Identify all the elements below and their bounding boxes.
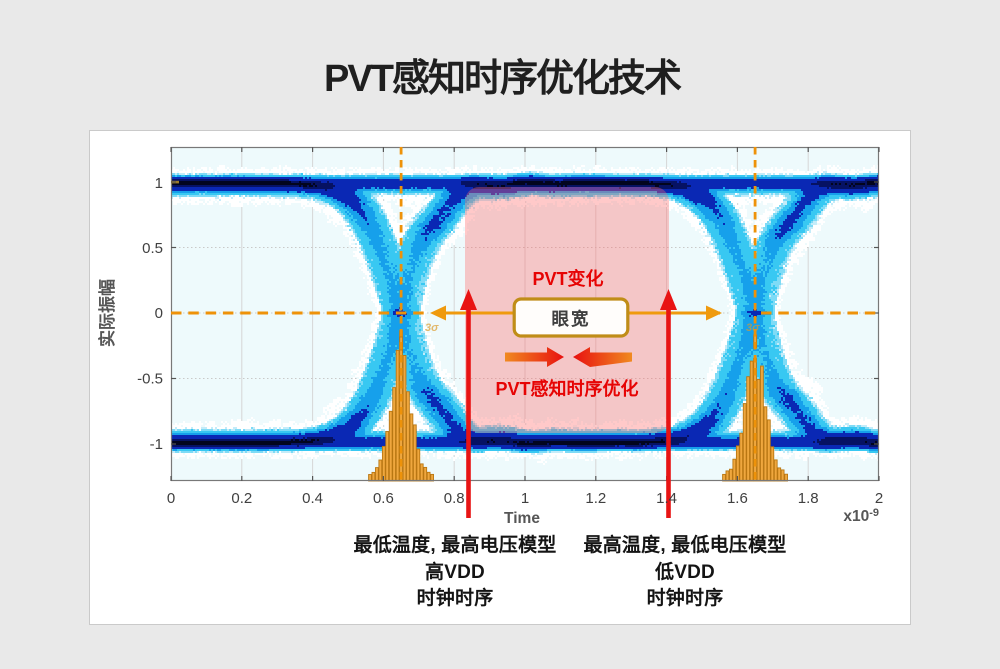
- svg-text:眼宽: 眼宽: [552, 309, 591, 329]
- svg-text:3σ: 3σ: [425, 322, 439, 334]
- svg-text:1: 1: [521, 490, 529, 507]
- svg-text:-0.5: -0.5: [137, 371, 163, 388]
- svg-text:0.8: 0.8: [444, 490, 465, 507]
- svg-text:0.6: 0.6: [373, 490, 394, 507]
- svg-text:最高温度, 最低电压模型: 最高温度, 最低电压模型: [584, 533, 787, 556]
- svg-text:实际振幅: 实际振幅: [97, 279, 117, 347]
- svg-text:低VDD: 低VDD: [654, 560, 715, 583]
- svg-text:PVT变化: PVT变化: [532, 268, 603, 289]
- svg-text:高VDD: 高VDD: [425, 560, 485, 583]
- svg-text:0: 0: [167, 490, 175, 507]
- svg-text:2: 2: [875, 490, 883, 507]
- svg-text:PVT感知时序优化: PVT感知时序优化: [495, 378, 638, 399]
- svg-text:最低温度, 最高电压模型: 最低温度, 最高电压模型: [354, 533, 557, 556]
- svg-text:1.6: 1.6: [727, 490, 748, 507]
- svg-text:0: 0: [155, 305, 163, 322]
- svg-text:时钟时序: 时钟时序: [417, 586, 494, 609]
- svg-text:1.8: 1.8: [798, 490, 819, 507]
- svg-text:1.4: 1.4: [656, 490, 677, 507]
- svg-text:Time: Time: [504, 510, 540, 527]
- svg-text:1.2: 1.2: [585, 490, 606, 507]
- svg-text:-1: -1: [150, 436, 163, 453]
- svg-text:0.4: 0.4: [302, 490, 323, 507]
- svg-text:1: 1: [155, 175, 163, 192]
- svg-text:3σ: 3σ: [746, 322, 760, 334]
- svg-text:时钟时序: 时钟时序: [647, 586, 724, 609]
- svg-text:0.2: 0.2: [231, 490, 252, 507]
- svg-text:0.5: 0.5: [142, 240, 163, 257]
- svg-text:PVT感知时序优化技术: PVT感知时序优化技术: [324, 58, 682, 100]
